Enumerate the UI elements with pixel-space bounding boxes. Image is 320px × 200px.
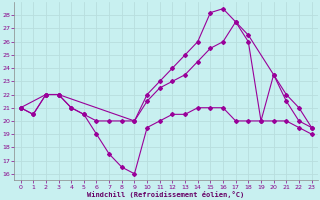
X-axis label: Windchill (Refroidissement éolien,°C): Windchill (Refroidissement éolien,°C) — [87, 191, 245, 198]
